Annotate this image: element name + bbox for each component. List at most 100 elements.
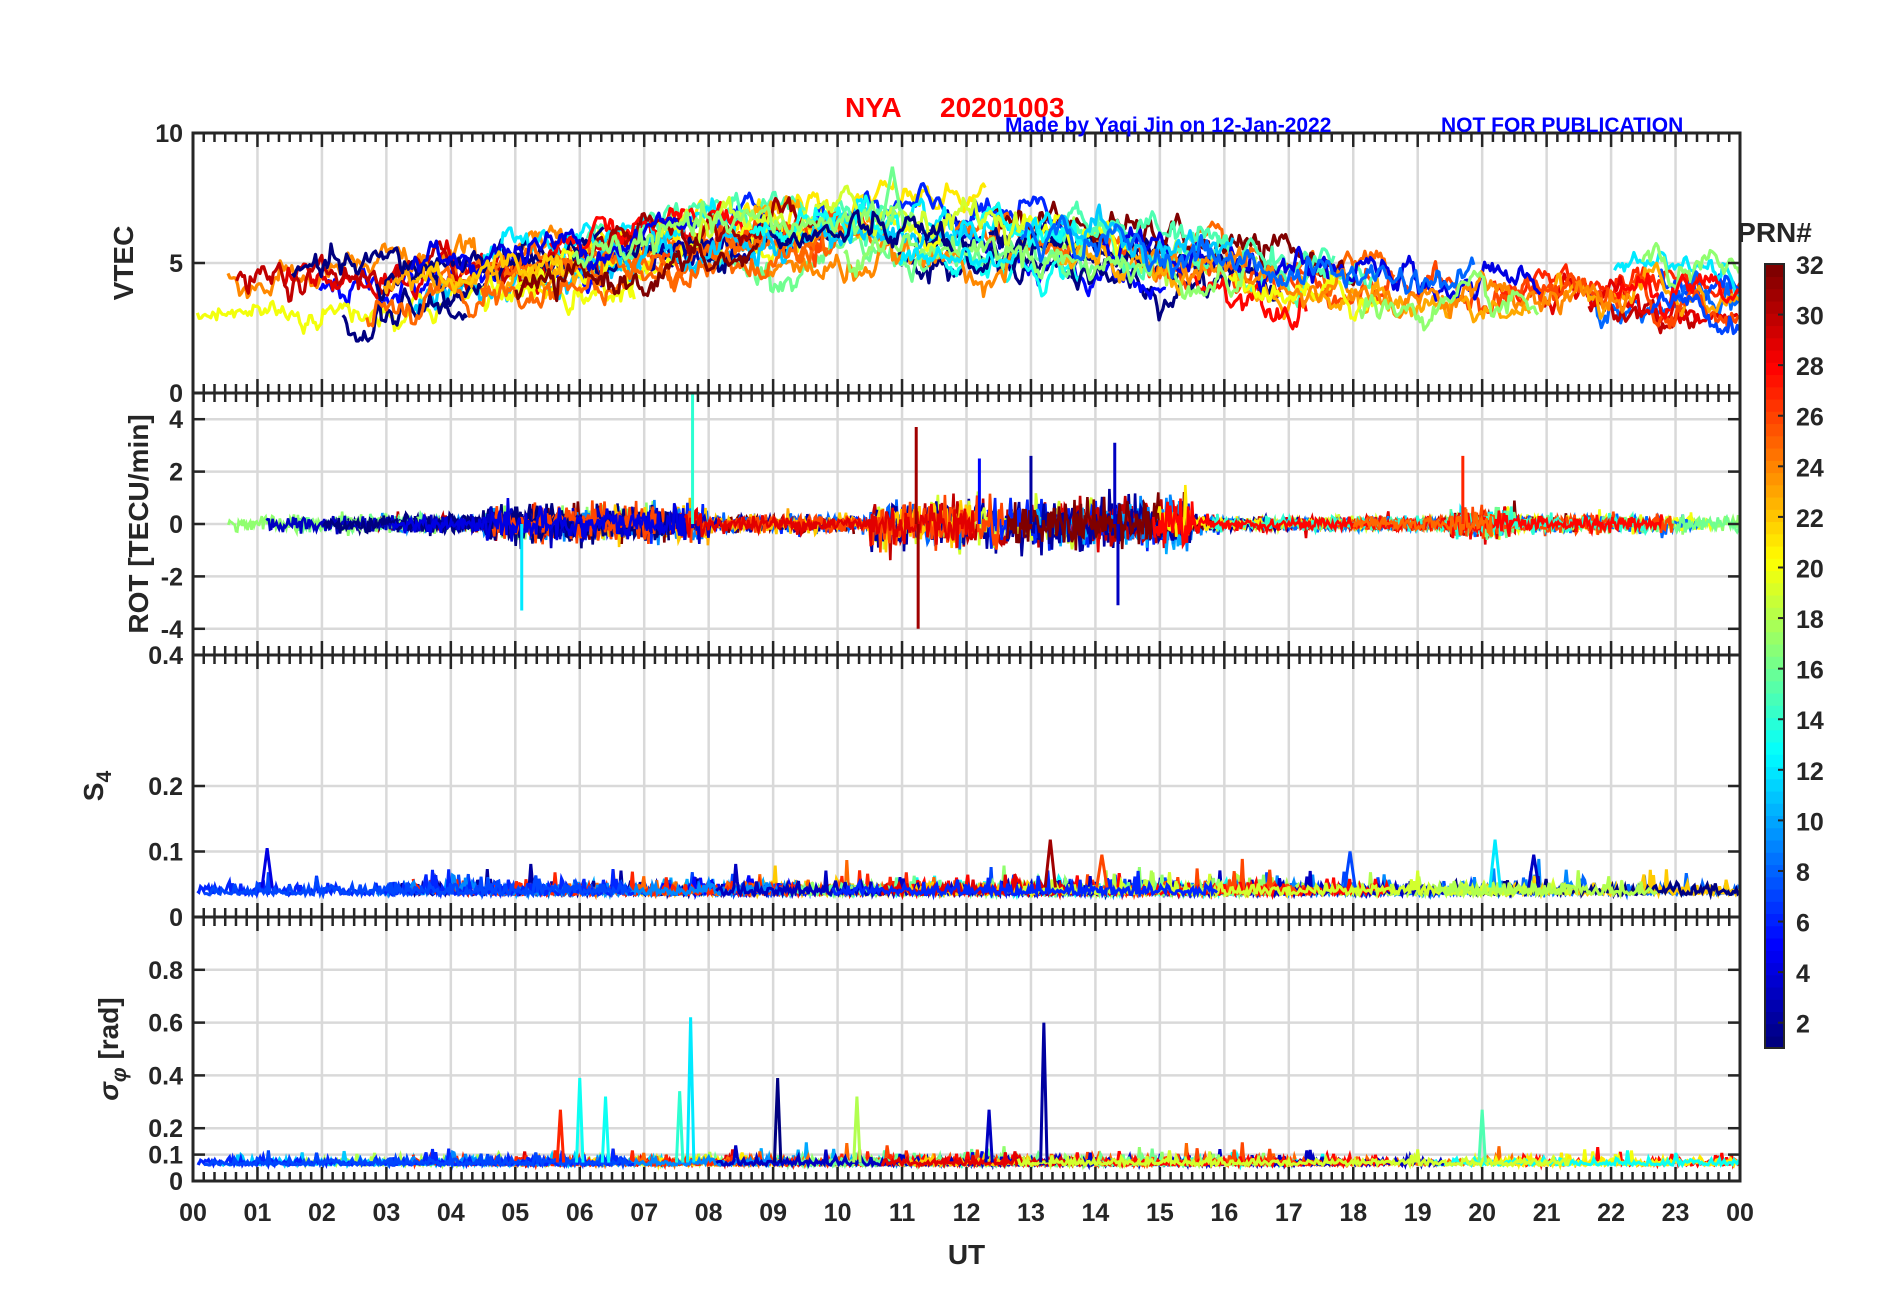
colorbar-swatch	[1765, 472, 1784, 486]
y-tick-label: 0	[169, 380, 183, 408]
sigma-series-group	[196, 1017, 1741, 1171]
s4-series-line	[203, 872, 633, 901]
colorbar-swatch	[1765, 766, 1784, 780]
vtec-series-line	[235, 232, 645, 303]
vtec-series-line	[772, 209, 954, 253]
colorbar-swatch	[1765, 337, 1784, 351]
sigma-spike	[772, 1077, 783, 1163]
sigma-spike	[555, 1109, 566, 1163]
colorbar-swatch	[1765, 656, 1784, 670]
colorbar-swatch	[1765, 533, 1784, 547]
colorbar-tick-label: 8	[1796, 859, 1810, 887]
colorbar-tick-label: 16	[1796, 657, 1824, 685]
vtec-series-line	[341, 287, 468, 343]
colorbar-tick-label: 26	[1796, 404, 1824, 432]
colorbar-swatch	[1765, 901, 1784, 915]
colorbar-swatch	[1765, 827, 1784, 841]
rot-series-line	[1352, 508, 1494, 538]
x-tick-label: 04	[437, 1199, 465, 1227]
sigma-spike	[984, 1109, 994, 1163]
s4-series-group	[196, 839, 1741, 901]
y-tick-label: 0.6	[148, 1010, 183, 1038]
vtec-series-line	[1358, 269, 1540, 332]
colorbar-swatch	[1765, 484, 1784, 498]
colorbar-swatch	[1765, 496, 1784, 510]
x-tick-label: 09	[759, 1199, 787, 1227]
colorbar-tick-label: 6	[1796, 910, 1810, 938]
colorbar-swatch	[1765, 741, 1784, 755]
title-station: NYA	[845, 92, 902, 123]
y-tick-label: 5	[169, 250, 183, 278]
vtec-series-line	[843, 232, 1247, 300]
colorbar-swatch	[1765, 521, 1784, 535]
colorbar-swatch	[1765, 545, 1784, 559]
vtec-series-group	[195, 166, 1740, 343]
y-axis-label-s4: S4	[78, 771, 116, 802]
title-credit: Made by Yaqi Jin on 12-Jan-2022	[1005, 114, 1331, 137]
colorbar-swatch	[1765, 913, 1784, 927]
axes-layer	[191, 131, 1742, 1183]
colorbar-swatch	[1765, 729, 1784, 743]
y-tick-label: 4	[169, 406, 183, 434]
x-tick-label: 05	[501, 1199, 529, 1227]
sigma-spike	[575, 1077, 585, 1163]
x-tick-label: 15	[1146, 1199, 1174, 1227]
x-tick-label: 00	[179, 1199, 207, 1227]
colorbar-swatch	[1765, 962, 1784, 976]
sigma-spike	[1039, 1022, 1049, 1163]
colorbar-swatch	[1765, 668, 1784, 682]
x-axis-label: UT	[948, 1239, 985, 1270]
colorbar-swatch	[1765, 276, 1784, 290]
colorbar-swatch	[1765, 447, 1784, 461]
sigma-series-line	[1016, 1149, 1571, 1171]
x-tick-label: 11	[889, 1199, 916, 1227]
colorbar-tick-label: 14	[1796, 707, 1824, 735]
colorbar-swatch	[1765, 815, 1784, 829]
y-tick-label: 2	[169, 459, 183, 487]
colorbar-tick-label: 12	[1796, 758, 1824, 786]
colorbar-swatch	[1765, 386, 1784, 400]
colorbar-tick-label: 30	[1796, 303, 1824, 331]
y-tick-label: 0.1	[148, 1142, 183, 1170]
colorbar-frame	[1764, 263, 1785, 1049]
x-tick-label: 06	[566, 1199, 594, 1227]
y-axis-label-sigma_phi: σφ [rad]	[93, 997, 131, 1100]
colorbar-swatch	[1765, 1011, 1784, 1025]
colorbar-swatch	[1765, 790, 1784, 804]
y-tick-label: 0.4	[148, 1062, 183, 1090]
colorbar-swatch	[1765, 974, 1784, 988]
colorbar-swatch	[1765, 937, 1784, 951]
x-tick-label: 14	[1082, 1199, 1110, 1227]
colorbar-swatch	[1765, 619, 1784, 633]
colorbar-label: PRN#	[1737, 217, 1812, 248]
x-tick-label: 17	[1275, 1199, 1303, 1227]
colorbar-swatch	[1765, 778, 1784, 792]
colorbar-swatch	[1765, 300, 1784, 314]
sigma-spike	[600, 1096, 611, 1163]
vtec-series-line	[318, 243, 646, 308]
vtec-series-line	[1615, 272, 1740, 320]
y-label-sub: 4	[93, 771, 116, 783]
x-tick-label: 13	[1017, 1199, 1045, 1227]
vtec-series-line	[1640, 241, 1740, 289]
y-tick-label: 0	[169, 1168, 183, 1196]
colorbar-swatch	[1765, 631, 1784, 645]
colorbar-tick-label: 32	[1796, 252, 1824, 280]
vtec-series-line	[409, 211, 699, 276]
x-tick-label: 19	[1404, 1199, 1432, 1227]
x-tick-label: 16	[1210, 1199, 1238, 1227]
colorbar-swatch	[1765, 950, 1784, 964]
sigma-spike	[852, 1096, 862, 1163]
x-tick-label: 23	[1662, 1199, 1690, 1227]
x-tick-label: 18	[1339, 1199, 1367, 1227]
colorbar-swatch	[1765, 986, 1784, 1000]
sigma-spike	[1477, 1109, 1487, 1163]
vtec-series-line	[1650, 291, 1740, 336]
x-tick-label: 21	[1533, 1199, 1561, 1227]
x-tick-label: 12	[953, 1199, 981, 1227]
sigma-spike	[685, 1017, 696, 1163]
y-axis-label-vtec: VTEC	[108, 226, 139, 301]
